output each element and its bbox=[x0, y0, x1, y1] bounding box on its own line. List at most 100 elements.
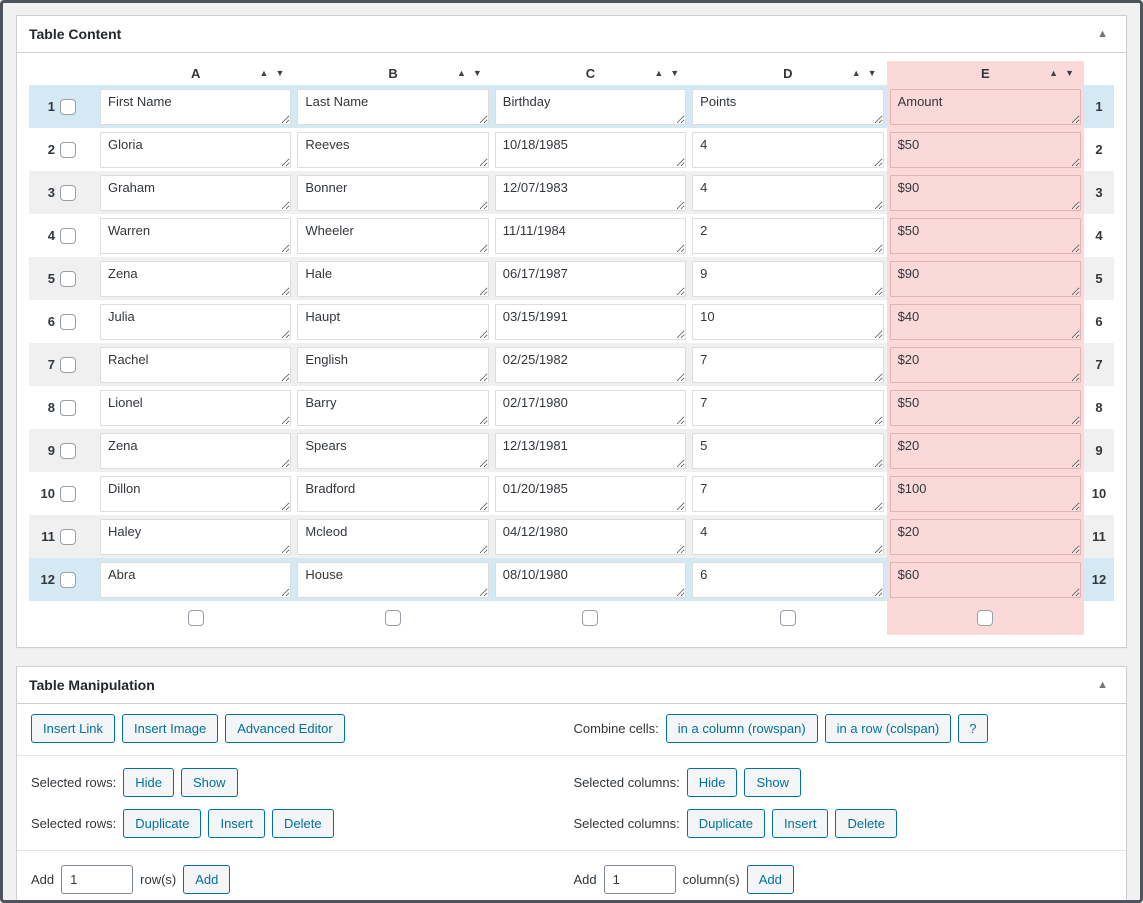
sort-down-icon[interactable]: ▼ bbox=[670, 68, 680, 78]
cell-textarea[interactable]: Bradford bbox=[297, 475, 489, 512]
cell-textarea[interactable]: 4 bbox=[692, 131, 884, 168]
cell-textarea[interactable]: Dillon bbox=[100, 475, 292, 512]
cell-textarea[interactable]: Last Name bbox=[297, 88, 489, 125]
combine-rowspan-button[interactable]: in a column (rowspan) bbox=[665, 714, 818, 743]
row-checkbox[interactable] bbox=[60, 141, 76, 158]
sort-up-icon[interactable]: ▲ bbox=[1049, 68, 1059, 78]
row-checkbox[interactable] bbox=[60, 184, 76, 201]
add-columns-button[interactable]: Add bbox=[746, 865, 794, 894]
cell-textarea[interactable]: 03/15/1991 bbox=[494, 303, 687, 340]
cell-textarea[interactable]: 7 bbox=[692, 346, 884, 383]
cell-textarea[interactable]: 5 bbox=[692, 432, 884, 469]
row-checkbox[interactable] bbox=[60, 313, 76, 330]
sort-up-icon[interactable]: ▲ bbox=[259, 68, 269, 78]
add-columns-count-input[interactable] bbox=[603, 865, 676, 894]
cell-textarea[interactable]: Haley bbox=[100, 518, 292, 555]
cell-textarea[interactable]: 10/18/1985 bbox=[494, 131, 687, 168]
row-checkbox[interactable] bbox=[60, 399, 76, 416]
sort-down-icon[interactable]: ▼ bbox=[1065, 68, 1074, 78]
cell-textarea[interactable]: 04/12/1980 bbox=[494, 518, 687, 555]
combine-help-button[interactable]: ? bbox=[958, 714, 988, 743]
row-checkbox[interactable] bbox=[60, 571, 76, 588]
cell-textarea[interactable]: $100 bbox=[889, 475, 1081, 512]
sort-down-icon[interactable]: ▼ bbox=[472, 68, 482, 78]
cell-textarea[interactable]: $20 bbox=[889, 346, 1081, 383]
insert-image-button[interactable]: Insert Image bbox=[121, 714, 219, 743]
cell-textarea[interactable]: Amount bbox=[889, 88, 1081, 125]
sort-down-icon[interactable]: ▼ bbox=[867, 68, 877, 78]
rows-delete-button[interactable]: Delete bbox=[271, 809, 334, 838]
add-rows-count-input[interactable] bbox=[61, 865, 134, 894]
cell-textarea[interactable]: Bonner bbox=[297, 174, 489, 211]
row-checkbox[interactable] bbox=[60, 227, 76, 244]
rows-duplicate-button[interactable]: Duplicate bbox=[123, 809, 202, 838]
cell-textarea[interactable]: Hale bbox=[297, 260, 489, 297]
sort-up-icon[interactable]: ▲ bbox=[851, 68, 861, 78]
row-checkbox[interactable] bbox=[60, 528, 76, 545]
cell-textarea[interactable]: 06/17/1987 bbox=[494, 260, 687, 297]
cell-textarea[interactable]: $20 bbox=[889, 518, 1081, 555]
cell-textarea[interactable]: Points bbox=[692, 88, 884, 125]
cell-textarea[interactable]: $40 bbox=[889, 303, 1081, 340]
cell-textarea[interactable]: Rachel bbox=[100, 346, 292, 383]
cell-textarea[interactable]: 4 bbox=[692, 518, 884, 555]
collapse-panel-icon[interactable]: ▲ bbox=[1091, 679, 1114, 691]
cell-textarea[interactable]: 11/11/1984 bbox=[494, 217, 687, 254]
cell-textarea[interactable]: Julia bbox=[100, 303, 292, 340]
cell-textarea[interactable]: First Name bbox=[100, 88, 292, 125]
column-checkbox[interactable] bbox=[385, 610, 402, 627]
cell-textarea[interactable]: 2 bbox=[692, 217, 884, 254]
cell-textarea[interactable]: 7 bbox=[692, 389, 884, 426]
cell-textarea[interactable]: Warren bbox=[100, 217, 292, 254]
combine-colspan-button[interactable]: in a row (colspan) bbox=[824, 714, 952, 743]
cell-textarea[interactable]: Lionel bbox=[100, 389, 292, 426]
row-checkbox[interactable] bbox=[60, 442, 76, 459]
advanced-editor-button[interactable]: Advanced Editor bbox=[225, 714, 345, 743]
add-rows-button[interactable]: Add bbox=[183, 865, 231, 894]
cell-textarea[interactable]: 6 bbox=[692, 561, 884, 598]
cell-textarea[interactable]: 08/10/1980 bbox=[494, 561, 687, 598]
row-checkbox[interactable] bbox=[60, 356, 76, 373]
columns-show-button[interactable]: Show bbox=[744, 768, 802, 797]
column-checkbox[interactable] bbox=[779, 610, 796, 627]
insert-link-button[interactable]: Insert Link bbox=[31, 714, 115, 743]
cell-textarea[interactable]: $50 bbox=[889, 217, 1081, 254]
cell-textarea[interactable]: 10 bbox=[692, 303, 884, 340]
cell-textarea[interactable]: 01/20/1985 bbox=[494, 475, 687, 512]
collapse-panel-icon[interactable]: ▲ bbox=[1091, 28, 1114, 40]
cell-textarea[interactable]: 9 bbox=[692, 260, 884, 297]
cell-textarea[interactable]: House bbox=[297, 561, 489, 598]
cell-textarea[interactable]: Gloria bbox=[100, 131, 292, 168]
sort-up-icon[interactable]: ▲ bbox=[456, 68, 466, 78]
rows-hide-button[interactable]: Hide bbox=[123, 768, 175, 797]
columns-insert-button[interactable]: Insert bbox=[771, 809, 829, 838]
sort-up-icon[interactable]: ▲ bbox=[654, 68, 664, 78]
cell-textarea[interactable]: Birthday bbox=[494, 88, 687, 125]
column-checkbox[interactable] bbox=[977, 610, 994, 627]
cell-textarea[interactable]: Abra bbox=[100, 561, 292, 598]
column-checkbox[interactable] bbox=[582, 610, 599, 627]
cell-textarea[interactable]: $50 bbox=[889, 131, 1081, 168]
cell-textarea[interactable]: Zena bbox=[100, 260, 292, 297]
cell-textarea[interactable]: $50 bbox=[889, 389, 1081, 426]
row-checkbox[interactable] bbox=[60, 485, 76, 502]
row-checkbox[interactable] bbox=[60, 98, 76, 115]
columns-delete-button[interactable]: Delete bbox=[835, 809, 898, 838]
cell-textarea[interactable]: Wheeler bbox=[297, 217, 489, 254]
cell-textarea[interactable]: Barry bbox=[297, 389, 489, 426]
cell-textarea[interactable]: 4 bbox=[692, 174, 884, 211]
columns-duplicate-button[interactable]: Duplicate bbox=[686, 809, 765, 838]
cell-textarea[interactable]: $90 bbox=[889, 260, 1081, 297]
cell-textarea[interactable]: Graham bbox=[100, 174, 292, 211]
cell-textarea[interactable]: Reeves bbox=[297, 131, 489, 168]
cell-textarea[interactable]: Zena bbox=[100, 432, 292, 469]
rows-show-button[interactable]: Show bbox=[181, 768, 238, 797]
cell-textarea[interactable]: 12/13/1981 bbox=[494, 432, 687, 469]
cell-textarea[interactable]: $60 bbox=[889, 561, 1081, 598]
cell-textarea[interactable]: Mcleod bbox=[297, 518, 489, 555]
sort-down-icon[interactable]: ▼ bbox=[275, 68, 285, 78]
cell-textarea[interactable]: English bbox=[297, 346, 489, 383]
cell-textarea[interactable]: Spears bbox=[297, 432, 489, 469]
cell-textarea[interactable]: $90 bbox=[889, 174, 1081, 211]
rows-insert-button[interactable]: Insert bbox=[208, 809, 265, 838]
